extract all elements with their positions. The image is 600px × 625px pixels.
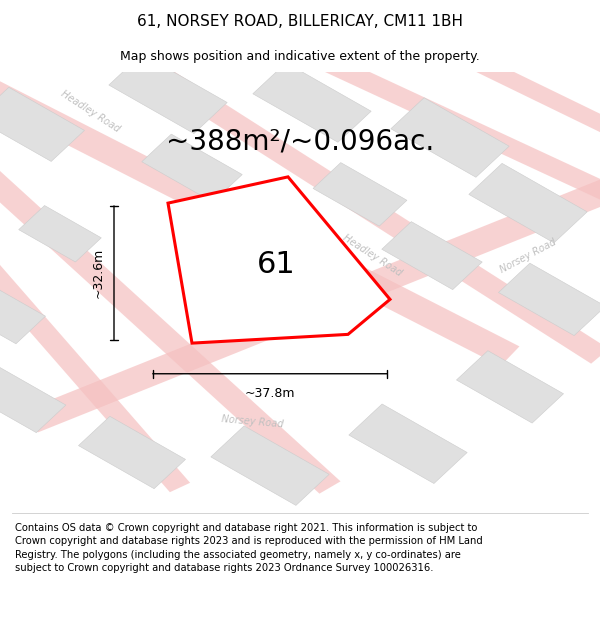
Text: Headley Road: Headley Road bbox=[59, 89, 121, 134]
Text: Map shows position and indicative extent of the property.: Map shows position and indicative extent… bbox=[120, 49, 480, 62]
Text: 61: 61 bbox=[257, 250, 295, 279]
Polygon shape bbox=[444, 44, 600, 144]
Polygon shape bbox=[0, 281, 46, 344]
Polygon shape bbox=[0, 242, 190, 492]
Polygon shape bbox=[0, 368, 66, 432]
Polygon shape bbox=[19, 206, 101, 262]
Polygon shape bbox=[293, 42, 600, 211]
Text: ~32.6m: ~32.6m bbox=[92, 248, 105, 298]
Text: Norsey Road: Norsey Road bbox=[221, 414, 283, 429]
Polygon shape bbox=[111, 42, 600, 364]
Polygon shape bbox=[142, 134, 242, 202]
Text: Headley Road: Headley Road bbox=[341, 233, 403, 278]
Polygon shape bbox=[391, 98, 509, 178]
Polygon shape bbox=[0, 88, 85, 161]
Text: 61, NORSEY ROAD, BILLERICAY, CM11 1BH: 61, NORSEY ROAD, BILLERICAY, CM11 1BH bbox=[137, 14, 463, 29]
Polygon shape bbox=[109, 54, 227, 134]
Polygon shape bbox=[349, 404, 467, 484]
Polygon shape bbox=[22, 171, 600, 432]
Polygon shape bbox=[469, 163, 587, 243]
Text: Contains OS data © Crown copyright and database right 2021. This information is : Contains OS data © Crown copyright and d… bbox=[15, 523, 483, 573]
Polygon shape bbox=[457, 351, 563, 423]
Polygon shape bbox=[499, 263, 600, 336]
Polygon shape bbox=[253, 62, 371, 142]
Polygon shape bbox=[0, 153, 341, 494]
Polygon shape bbox=[211, 426, 329, 506]
Polygon shape bbox=[0, 71, 520, 366]
Polygon shape bbox=[168, 177, 390, 343]
Polygon shape bbox=[313, 162, 407, 226]
Text: ~388m²/~0.096ac.: ~388m²/~0.096ac. bbox=[166, 128, 434, 156]
Polygon shape bbox=[79, 416, 185, 489]
Text: Norsey Road: Norsey Road bbox=[498, 237, 558, 274]
Text: ~37.8m: ~37.8m bbox=[245, 387, 295, 400]
Polygon shape bbox=[382, 222, 482, 289]
